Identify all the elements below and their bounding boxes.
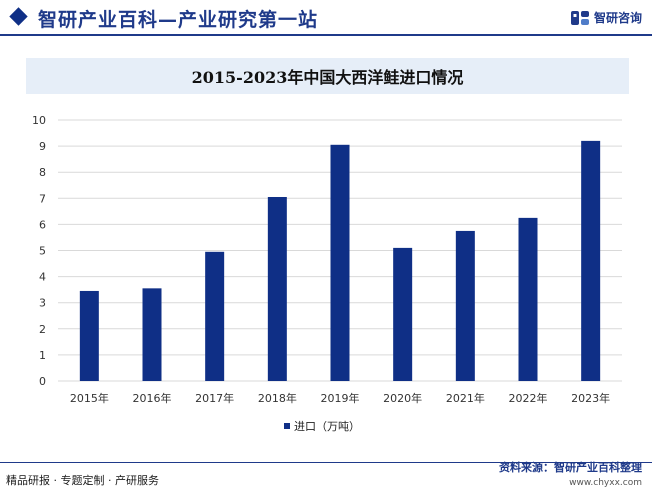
bar [455, 230, 475, 381]
legend: 进口（万吨） [284, 420, 360, 433]
y-tick-label: 7 [39, 192, 46, 205]
y-tick-label: 10 [32, 114, 46, 127]
brand-name: 智研咨询 [593, 11, 642, 25]
footer-services: 精品研报 · 专题定制 · 产研服务 [6, 474, 159, 487]
header-divider [0, 34, 652, 36]
x-axis-ticks: 2015年 2016年 2017年 2018年 2019年 2020年 2021年 2022年… [70, 391, 610, 405]
y-tick-label: 3 [39, 297, 46, 310]
bar [518, 217, 538, 381]
brand-logo[interactable]: 智研咨询 [570, 9, 642, 26]
y-axis-ticks: 0 1 2 3 4 5 6 7 8 9 10 [32, 114, 46, 388]
x-tick-label: 2015年 [70, 391, 109, 405]
bar [205, 251, 225, 381]
y-tick-label: 6 [39, 218, 46, 231]
y-tick-label: 1 [39, 349, 46, 362]
bar [581, 140, 601, 381]
x-tick-label: 2019年 [321, 391, 360, 405]
legend-swatch [284, 423, 290, 429]
y-tick-label: 2 [39, 323, 46, 336]
x-tick-label: 2022年 [509, 391, 548, 405]
x-tick-label: 2018年 [258, 391, 297, 405]
bar [267, 196, 287, 381]
x-tick-label: 2023年 [571, 391, 610, 405]
page-header: 智研产业百科—产业研究第一站 智研咨询 [0, 0, 652, 38]
footer-divider [0, 462, 652, 463]
y-tick-label: 4 [39, 271, 46, 284]
bars [79, 140, 601, 381]
x-tick-label: 2020年 [383, 391, 422, 405]
y-tick-label: 9 [39, 140, 46, 153]
bar [79, 290, 99, 381]
y-tick-label: 0 [39, 375, 46, 388]
bar [393, 247, 413, 381]
legend-label: 进口（万吨） [294, 420, 360, 433]
site-title: 智研产业百科—产业研究第一站 [38, 9, 319, 31]
x-tick-label: 2021年 [446, 391, 485, 405]
chart-title: 2015-2023年中国大西洋鲑进口情况 [191, 68, 464, 87]
x-tick-label: 2017年 [195, 391, 234, 405]
y-tick-label: 5 [39, 245, 46, 258]
y-tick-label: 8 [39, 166, 46, 179]
data-source: 资料来源：智研产业百科整理 [499, 461, 642, 474]
bar [330, 144, 350, 381]
x-tick-label: 2016年 [133, 391, 172, 405]
bar [142, 288, 162, 381]
site-url[interactable]: www.chyxx.com [569, 478, 642, 488]
brand-logo-icon [570, 10, 589, 25]
chart-title-band: 2015-2023年中国大西洋鲑进口情况 [26, 58, 629, 94]
